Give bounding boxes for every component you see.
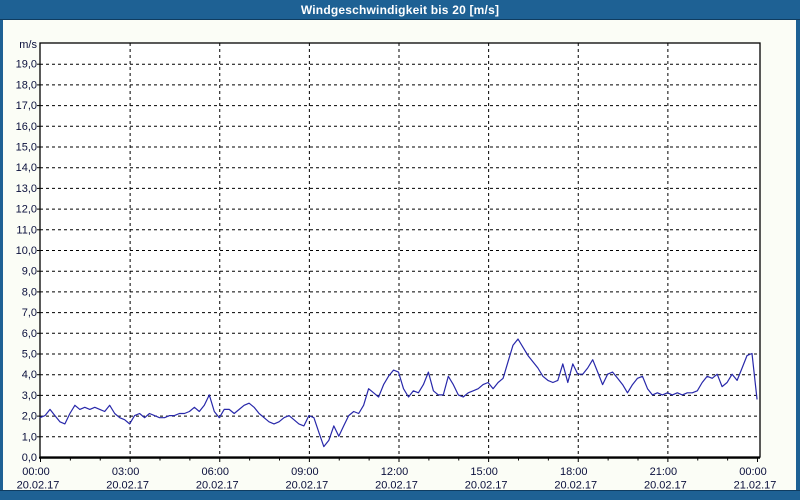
x-tick-time-label: 15:00 xyxy=(470,466,498,478)
y-gridlines xyxy=(40,63,760,438)
x-tick-labels: 00:00 20.02.17 03:00 20.02.17 06:00 20.02.17 0… xyxy=(17,466,777,492)
x-tick-date-label: 20.02.17 xyxy=(465,480,508,492)
x-tick-time-label: 06:00 xyxy=(201,466,229,478)
y-tick-label: 10,0 xyxy=(16,245,37,257)
x-tick-time-label: 12:00 xyxy=(381,466,409,478)
y-tick-label: 15,0 xyxy=(16,142,37,154)
y-tick-label: 6,0 xyxy=(22,328,37,340)
y-tick-label: 2,0 xyxy=(22,411,37,423)
x-tick-time-label: 18:00 xyxy=(560,466,588,478)
x-tick-date-label: 20.02.17 xyxy=(285,480,328,492)
y-tick-label: 19,0 xyxy=(16,59,37,71)
y-tick-label: 14,0 xyxy=(16,162,37,174)
y-tick-label: 4,0 xyxy=(22,369,37,381)
x-tick-date-label: 20.02.17 xyxy=(375,480,418,492)
x-tick-date-label: 20.02.17 xyxy=(554,480,597,492)
x-tick-time-label: 00:00 xyxy=(22,466,50,478)
x-tick-time-label: 09:00 xyxy=(291,466,319,478)
x-tick-date-label: 20.02.17 xyxy=(644,480,687,492)
y-tick-label: 11,0 xyxy=(16,224,37,236)
x-tick-time-label: 03:00 xyxy=(112,466,140,478)
y-tick-label: 18,0 xyxy=(16,79,37,91)
y-tick-label: 17,0 xyxy=(16,100,37,112)
x-tick-date-label: 20.02.17 xyxy=(17,480,60,492)
y-tick-label: 16,0 xyxy=(16,121,37,133)
x-gridlines xyxy=(129,43,669,457)
y-axis-unit-label: m/s xyxy=(19,39,37,51)
y-tick-label: 7,0 xyxy=(22,307,37,319)
y-tick-label: 13,0 xyxy=(16,183,37,195)
y-tick-label: 3,0 xyxy=(22,390,37,402)
window-bottom-bar xyxy=(0,490,800,500)
y-tick-label: 0,0 xyxy=(22,452,37,464)
y-tick-label: 12,0 xyxy=(16,204,37,216)
y-tick-label: 5,0 xyxy=(22,349,37,361)
x-tick-time-label: 21:00 xyxy=(650,466,678,478)
window-title-bar: Windgeschwindigkeit bis 20 [m/s] xyxy=(0,0,800,20)
y-tick-labels: 0,0 1,0 2,0 3,0 4,0 5,0 6,0 7,0 8,0 9,0 10,0 11,0 12… xyxy=(16,59,37,464)
wind-speed-line xyxy=(39,338,758,448)
y-tick-label: 8,0 xyxy=(22,286,37,298)
x-tick-date-label: 21.02.17 xyxy=(734,480,777,492)
x-tick-time-label: 00:00 xyxy=(739,466,767,478)
y-tick-label: 1,0 xyxy=(22,431,37,443)
x-tick-date-label: 20.02.17 xyxy=(106,480,149,492)
x-tick-date-label: 20.02.17 xyxy=(196,480,239,492)
window-title: Windgeschwindigkeit bis 20 [m/s] xyxy=(300,2,500,17)
y-tick-label: 9,0 xyxy=(22,266,37,278)
